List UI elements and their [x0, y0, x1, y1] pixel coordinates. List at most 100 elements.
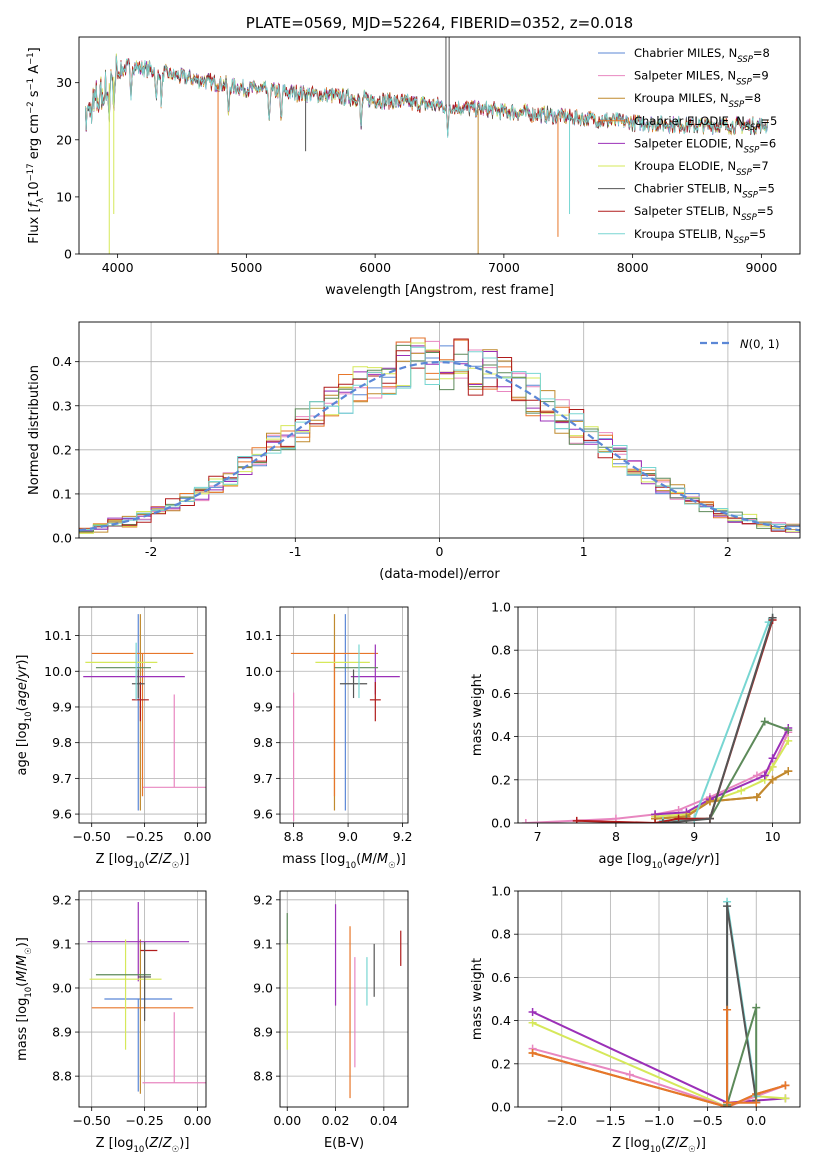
spectrum-frame [78, 36, 801, 255]
x-tick-label: 10 [765, 829, 781, 844]
spectrum-axes: 4000 5000 6000 7000 8000 9000 0 10 20 30 [56, 75, 777, 275]
y-tick-label: 9.1 [52, 936, 72, 951]
y-tick-label: 10.1 [44, 628, 72, 643]
y-tick-label: 0.8 [491, 927, 511, 942]
x-tick-label: 4000 [102, 260, 134, 275]
massweight-vs-age-axes: 7 8 9 10 0.0 0.2 0.4 0.6 0.8 1.0 [491, 600, 780, 845]
x-tick-label: 2 [724, 544, 732, 559]
legend-entry: Chabrier MILES, NSSP=8 [634, 46, 770, 65]
mass-weight-line [726, 905, 758, 1107]
data-point-marker [752, 1003, 761, 1012]
y-tick-label: 0.0 [491, 1100, 511, 1115]
legend-entry: Salpeter MILES, NSSP=9 [634, 69, 769, 88]
mass-vs-Z-axes: −0.50 −0.25 0.00 8.8 8.9 9.0 9.1 9.2 [52, 892, 211, 1128]
residuals-plot-area [79, 322, 800, 538]
data-point-marker [752, 793, 761, 802]
x-tick-label: −0.5 [692, 1113, 722, 1128]
mass-weight-line [532, 1047, 786, 1107]
y-tick-label: 8.8 [52, 1069, 72, 1084]
y-tick-label: 9.0 [253, 980, 273, 995]
data-point-marker [528, 1018, 537, 1027]
mass-weight-line [525, 731, 790, 823]
x-axis-label: Z [log10(Z/Z☉)] [612, 1136, 706, 1155]
y-tick-label: 9.7 [253, 771, 273, 786]
age-vs-Z-frame [78, 606, 207, 824]
y-axis-label: mass weight [470, 958, 485, 1040]
y-axis-label: age [log10(age/yr)] [15, 655, 34, 776]
data-point-marker [784, 767, 793, 776]
y-tick-label: 0.6 [491, 686, 511, 701]
mass-vs-Z-frame [78, 890, 207, 1108]
y-tick-label: 10 [56, 189, 72, 204]
massweight-vs-age-frame [517, 606, 801, 824]
y-tick-label: 9.9 [253, 699, 273, 714]
normal-curve [79, 360, 800, 532]
x-tick-label: −0.50 [73, 1113, 111, 1128]
y-tick-label: 9.2 [253, 892, 273, 907]
data-point-marker [784, 736, 793, 745]
x-tick-label: 0.00 [273, 1113, 301, 1128]
x-tick-label: −1.0 [644, 1113, 674, 1128]
y-axis-label: Flux [fλ10−17 erg cm−2 s−1 A−1] [26, 47, 46, 243]
x-tick-label: 0.0 [746, 1113, 766, 1128]
x-tick-label: 7000 [488, 260, 520, 275]
x-axis-label: mass [log10(M/M☉)] [282, 852, 406, 871]
y-tick-label: 0.2 [491, 1056, 511, 1071]
mass-vs-EBV-axes: 0.00 0.02 0.04 8.8 8.9 9.0 9.1 9.2 [253, 892, 398, 1128]
y-tick-label: 0.6 [491, 970, 511, 985]
age-vs-mass-frame [279, 606, 409, 824]
data-point-marker [781, 1081, 790, 1090]
data-point-marker [528, 1007, 537, 1016]
legend-entry: Kroupa MILES, NSSP=8 [634, 91, 761, 110]
y-tick-label: 1.0 [491, 884, 511, 899]
y-tick-label: 0.4 [52, 354, 72, 369]
residuals-axes: -2 -1 0 1 2 0.0 0.1 0.2 0.3 0.4 [52, 354, 732, 559]
data-point-marker [625, 1070, 634, 1079]
data-point-marker [651, 819, 660, 823]
spectrum-plot-area [85, 37, 768, 254]
x-axis-label: age [log10(age/yr)] [599, 852, 720, 871]
y-tick-label: 10.0 [44, 664, 72, 679]
legend-entry: Chabrier ELODIE, NSSP=5 [634, 114, 777, 133]
y-tick-label: 9.0 [52, 980, 72, 995]
legend-entry: Salpeter STELIB, NSSP=5 [634, 204, 774, 223]
data-point-marker [723, 1005, 732, 1014]
y-tick-label: 8.9 [52, 1025, 72, 1040]
data-point-marker [705, 797, 714, 806]
data-point-marker [760, 771, 769, 780]
legend-entry: Kroupa STELIB, NSSP=5 [634, 227, 766, 246]
x-axis-label: Z [log10(Z/Z☉)] [96, 1136, 190, 1155]
y-tick-label: 1.0 [491, 600, 511, 615]
x-axis-label: wavelength [Angstrom, rest frame] [325, 283, 554, 298]
histogram-step [79, 346, 800, 530]
x-tick-label: 6000 [359, 260, 391, 275]
massweight-vs-Z-axes: −2.0 −1.5 −1.0 −0.5 0.0 0.0 0.2 0.4 0.6 0.8 1.0 [491, 884, 766, 1129]
mass-weight-line [532, 1052, 786, 1107]
data-point-marker [784, 726, 793, 735]
legend-entry: N(0, 1) [740, 337, 780, 351]
y-tick-label: 9.2 [52, 892, 72, 907]
mass-vs-Z-plot-area [79, 891, 206, 1107]
y-tick-label: 9.9 [52, 699, 72, 714]
x-tick-label: 8.8 [284, 829, 304, 844]
x-tick-label: −0.25 [125, 1113, 163, 1128]
y-axis-label: mass [log10(M/M☉)] [15, 937, 34, 1061]
data-point-marker [723, 1098, 732, 1107]
mass-weight-line [726, 1006, 758, 1106]
x-tick-label: −2.0 [547, 1113, 577, 1128]
x-tick-label: 1 [580, 544, 588, 559]
data-point-marker [768, 775, 777, 784]
y-axis-label: Normed distribution [27, 365, 42, 495]
y-tick-label: 20 [56, 132, 72, 147]
data-point-marker [528, 1049, 537, 1057]
x-axis-label: E(B-V) [324, 1136, 364, 1151]
x-tick-label: −0.50 [73, 829, 111, 844]
data-point-marker [781, 1094, 790, 1103]
age-vs-Z-plot-area [79, 607, 206, 823]
y-tick-label: 9.6 [253, 807, 273, 822]
y-tick-label: 30 [56, 75, 72, 90]
y-tick-label: 0.1 [52, 486, 72, 501]
legend-entry: Salpeter ELODIE, NSSP=6 [634, 136, 776, 155]
x-tick-label: 9.2 [393, 829, 413, 844]
